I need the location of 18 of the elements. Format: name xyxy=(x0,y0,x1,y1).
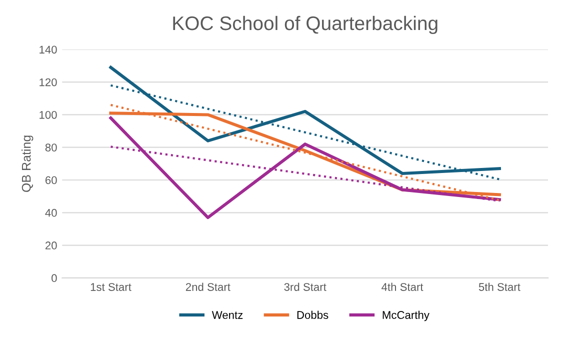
y-tick-label: 0 xyxy=(52,274,57,282)
y-tick-label: 40 xyxy=(45,208,57,217)
y-tick-label: 60 xyxy=(45,176,57,184)
y-axis-title: QB Rating xyxy=(22,136,34,192)
y-tick-label: 120 xyxy=(40,78,57,86)
y-tick-label: 140 xyxy=(40,46,57,54)
x-tick-label: 2nd Start xyxy=(186,282,230,291)
y-tick-label: 100 xyxy=(40,110,57,119)
legend-label: McCarthy xyxy=(382,310,430,322)
x-tick-label: 4th Start xyxy=(382,282,424,291)
legend-label: Wentz xyxy=(212,311,243,319)
x-tick-label: 3rd Start xyxy=(284,282,326,291)
y-tick-label: 20 xyxy=(45,242,57,250)
legend-label: Dobbs xyxy=(297,310,328,319)
y-tick-label: 80 xyxy=(45,144,57,152)
chart-title: KOC School of Quarterbacking xyxy=(173,16,438,34)
x-tick-label: 1st Start xyxy=(90,283,132,291)
x-tick-label: 5th Start xyxy=(478,282,520,291)
